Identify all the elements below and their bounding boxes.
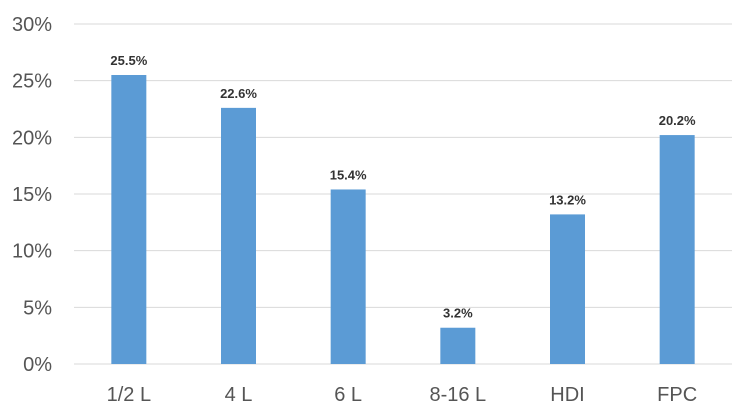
- data-label: 13.2%: [549, 192, 586, 207]
- bars: [111, 75, 695, 364]
- y-tick-label: 10%: [12, 241, 52, 263]
- x-category-label: 8-16 L: [429, 384, 486, 406]
- y-axis-ticks: 0% 5% 10% 15% 20% 25% 30%: [12, 14, 52, 376]
- y-tick-label: 0%: [23, 354, 52, 376]
- y-tick-label: 25%: [12, 71, 52, 93]
- y-tick-label: 30%: [12, 14, 52, 36]
- data-label: 3.2%: [443, 306, 473, 321]
- bar: [440, 327, 476, 364]
- data-label: 25.5%: [110, 53, 147, 68]
- x-category-label: 6 L: [334, 384, 362, 406]
- data-label: 22.6%: [220, 86, 257, 101]
- x-category-label: 4 L: [225, 384, 253, 406]
- bar: [330, 189, 366, 364]
- x-category-label: 1/2 L: [107, 384, 151, 406]
- data-label: 20.2%: [659, 113, 696, 128]
- data-labels: 25.5% 22.6% 15.4% 3.2% 13.2% 20.2%: [110, 53, 696, 321]
- bar: [550, 214, 585, 364]
- gridlines: [74, 23, 732, 365]
- data-label: 15.4%: [330, 167, 367, 182]
- bar: [659, 135, 695, 364]
- x-axis-categories: 1/2 L 4 L 6 L 8-16 L HDI FPC: [107, 384, 698, 406]
- y-tick-label: 5%: [23, 297, 52, 319]
- bar: [221, 107, 256, 364]
- y-tick-label: 15%: [12, 184, 52, 206]
- x-category-label: FPC: [657, 384, 697, 406]
- y-tick-label: 20%: [12, 127, 52, 149]
- bar: [111, 75, 147, 364]
- x-category-label: HDI: [550, 384, 584, 406]
